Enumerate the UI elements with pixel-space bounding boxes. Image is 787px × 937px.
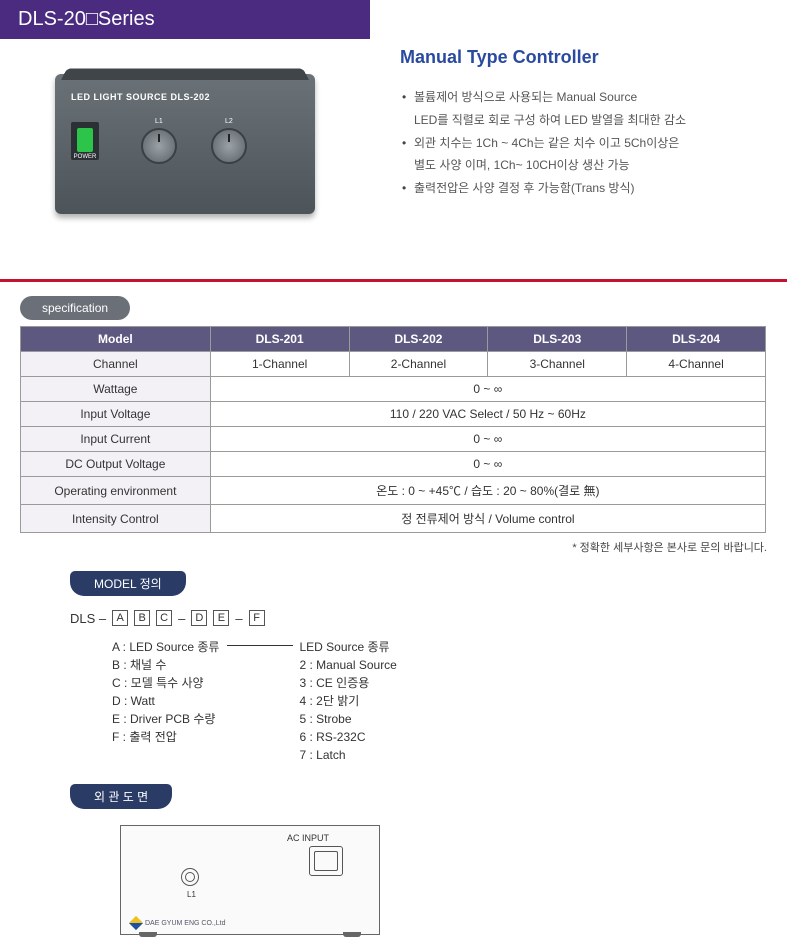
defs-right: LED Source 종류2 : Manual Source3 : CE 인증용… bbox=[299, 638, 396, 764]
row-label: Channel bbox=[21, 352, 211, 377]
company-name: DAE GYUM ENG CO.,Ltd bbox=[145, 920, 226, 927]
def-item: B : 채널 수 bbox=[112, 656, 219, 674]
row-label: Wattage bbox=[21, 377, 211, 402]
def-item: C : 모델 특수 사양 bbox=[112, 674, 219, 692]
model-code-box: B bbox=[134, 610, 150, 626]
model-code-box: F bbox=[249, 610, 265, 626]
main-title: Manual Type Controller bbox=[400, 47, 777, 68]
ac-input-label: AC INPUT bbox=[281, 832, 335, 844]
row-value: 2-Channel bbox=[349, 352, 488, 377]
dash: – bbox=[235, 611, 242, 626]
top-section: LED LIGHT SOURCE DLS-202 POWER L1 L2 Man… bbox=[0, 39, 787, 249]
row-label: Input Voltage bbox=[21, 402, 211, 427]
knob1-label: L1 bbox=[155, 118, 163, 125]
specification-tab: specification bbox=[20, 296, 130, 320]
table-row: Input Current0 ~ ∞ bbox=[21, 427, 766, 452]
row-label: Input Current bbox=[21, 427, 211, 452]
company-badge: DAE GYUM ENG CO.,Ltd bbox=[131, 918, 226, 928]
def-item: 4 : 2단 밝기 bbox=[299, 692, 396, 710]
row-value: 3-Channel bbox=[488, 352, 627, 377]
model-code-line: DLS –ABC–DE–F bbox=[70, 610, 767, 626]
row-value: 4-Channel bbox=[627, 352, 766, 377]
row-value: 110 / 220 VAC Select / 50 Hz ~ 60Hz bbox=[210, 402, 765, 427]
foot-left bbox=[139, 932, 157, 937]
table-header: DLS-201 bbox=[210, 327, 349, 352]
row-value: 0 ~ ∞ bbox=[210, 452, 765, 477]
def-item: 5 : Strobe bbox=[299, 710, 396, 728]
series-title-box: DLS-20□Series bbox=[0, 0, 370, 39]
description-column: Manual Type Controller 볼륨제어 방식으로 사용되는 Ma… bbox=[370, 39, 787, 249]
knob1-icon bbox=[141, 128, 177, 164]
power-label: POWER bbox=[74, 154, 97, 160]
feature-list: 볼륨제어 방식으로 사용되는 Manual SourceLED를 직렬로 회로 … bbox=[400, 86, 777, 200]
rear-panel-drawing: AC INPUT L1 DAE GYUM ENG CO.,Ltd bbox=[120, 825, 380, 935]
drawing-section: 외 관 도 면 AC INPUT L1 DAE GYUM ENG CO.,Ltd bbox=[70, 784, 767, 935]
foot-right bbox=[343, 932, 361, 937]
table-row: Input Voltage110 / 220 VAC Select / 50 H… bbox=[21, 402, 766, 427]
knob2-label: L2 bbox=[225, 118, 233, 125]
power-button-icon bbox=[77, 128, 93, 152]
def-item: 6 : RS-232C bbox=[299, 728, 396, 746]
model-code-box: E bbox=[213, 610, 229, 626]
feature-item: 볼륨제어 방식으로 사용되는 Manual Source bbox=[400, 86, 777, 109]
model-def-tab: MODEL 정의 bbox=[70, 571, 186, 596]
product-image: LED LIGHT SOURCE DLS-202 POWER L1 L2 bbox=[0, 39, 370, 249]
model-code-box: D bbox=[191, 610, 207, 626]
def-item: 2 : Manual Source bbox=[299, 656, 396, 674]
knob2-icon bbox=[211, 128, 247, 164]
connector-icon bbox=[181, 868, 199, 886]
row-value: 정 전류제어 방식 / Volume control bbox=[210, 505, 765, 533]
power-switch: POWER bbox=[71, 122, 99, 160]
defs-left: A : LED Source 종류B : 채널 수C : 모델 특수 사양D :… bbox=[112, 638, 219, 764]
def-item: A : LED Source 종류 bbox=[112, 638, 219, 656]
series-title: DLS-20□Series bbox=[18, 8, 155, 30]
model-definition-section: MODEL 정의 DLS –ABC–DE–F A : LED Source 종류… bbox=[70, 571, 767, 764]
table-note: * 정확한 세부사항은 본사로 문의 바랍니다. bbox=[20, 539, 767, 555]
ac-socket-icon bbox=[309, 846, 343, 876]
separator-bar bbox=[0, 279, 787, 282]
device-mock: LED LIGHT SOURCE DLS-202 POWER L1 L2 bbox=[55, 74, 315, 214]
model-prefix: DLS – bbox=[70, 611, 106, 626]
spec-table: ModelDLS-201DLS-202DLS-203DLS-204Channel… bbox=[20, 326, 766, 533]
model-code-box: C bbox=[156, 610, 172, 626]
row-label: Intensity Control bbox=[21, 505, 211, 533]
feature-item: 외관 치수는 1Ch ~ 4Ch는 같은 치수 이고 5Ch이상은 bbox=[400, 132, 777, 155]
def-item: E : Driver PCB 수량 bbox=[112, 710, 219, 728]
feature-subline: 별도 사양 이며, 1Ch~ 10CH이상 생산 가능 bbox=[400, 154, 777, 177]
table-header: DLS-202 bbox=[349, 327, 488, 352]
row-value: 0 ~ ∞ bbox=[210, 427, 765, 452]
feature-item: 출력전압은 사양 결정 후 가능함(Trans 방식) bbox=[400, 177, 777, 200]
def-item: D : Watt bbox=[112, 692, 219, 710]
row-label: Operating environment bbox=[21, 477, 211, 505]
def-item: 7 : Latch bbox=[299, 746, 396, 764]
model-code-box: A bbox=[112, 610, 128, 626]
row-value: 1-Channel bbox=[210, 352, 349, 377]
table-header: DLS-203 bbox=[488, 327, 627, 352]
def-right-title: LED Source 종류 bbox=[299, 638, 396, 656]
table-row: Operating environment온도 : 0 ~ +45℃ / 습도 … bbox=[21, 477, 766, 505]
definition-columns: A : LED Source 종류B : 채널 수C : 모델 특수 사양D :… bbox=[112, 638, 767, 764]
def-item: 3 : CE 인증용 bbox=[299, 674, 396, 692]
company-logo-icon bbox=[129, 916, 143, 930]
table-row: Intensity Control정 전류제어 방식 / Volume cont… bbox=[21, 505, 766, 533]
table-row: DC Output Voltage0 ~ ∞ bbox=[21, 452, 766, 477]
row-value: 온도 : 0 ~ +45℃ / 습도 : 20 ~ 80%(결로 無) bbox=[210, 477, 765, 505]
device-top bbox=[61, 68, 309, 80]
table-row: Wattage0 ~ ∞ bbox=[21, 377, 766, 402]
row-value: 0 ~ ∞ bbox=[210, 377, 765, 402]
dash: – bbox=[178, 611, 185, 626]
drawing-tab: 외 관 도 면 bbox=[70, 784, 172, 809]
row-label: DC Output Voltage bbox=[21, 452, 211, 477]
table-header: Model bbox=[21, 327, 211, 352]
connector-label: L1 bbox=[187, 890, 196, 899]
device-label: LED LIGHT SOURCE DLS-202 bbox=[71, 92, 210, 102]
table-row: Channel1-Channel2-Channel3-Channel4-Chan… bbox=[21, 352, 766, 377]
table-header: DLS-204 bbox=[627, 327, 766, 352]
connector-line bbox=[227, 645, 293, 646]
feature-subline: LED를 직렬로 회로 구성 하여 LED 발열을 최대한 감소 bbox=[400, 109, 777, 132]
def-item: F : 출력 전압 bbox=[112, 728, 219, 746]
content-area: specification ModelDLS-201DLS-202DLS-203… bbox=[0, 296, 787, 935]
